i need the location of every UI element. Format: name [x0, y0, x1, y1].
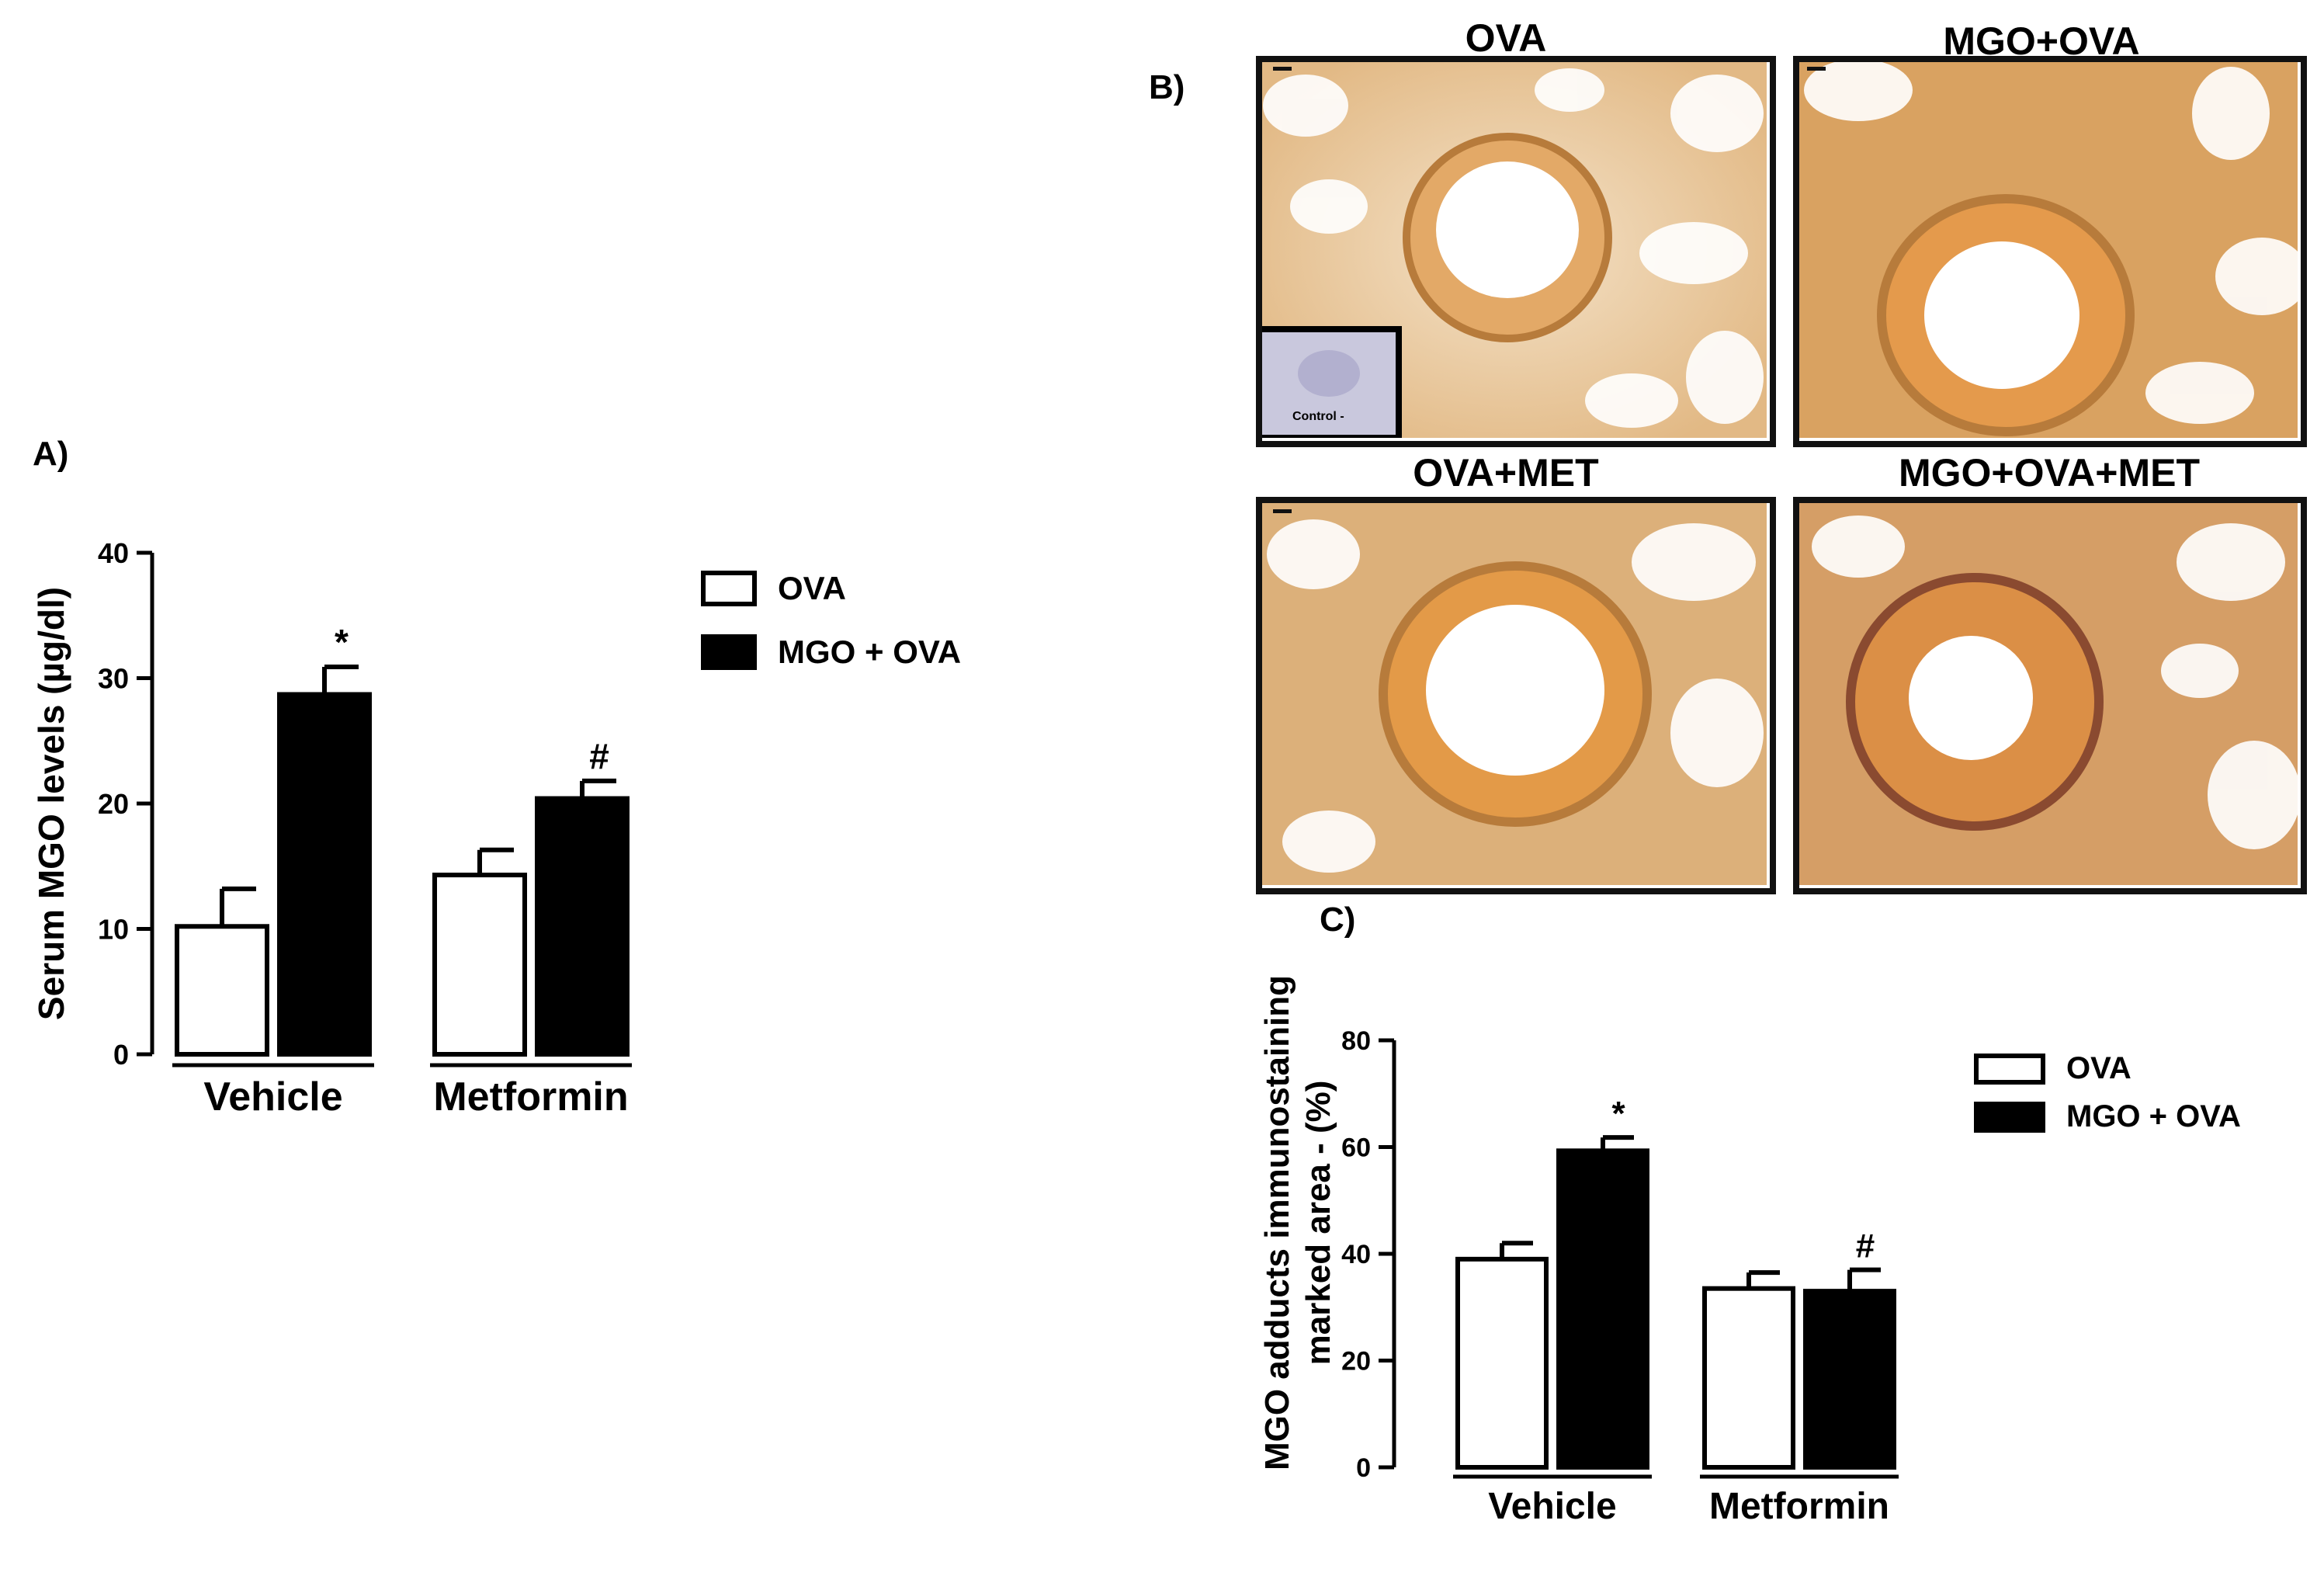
- legend-label: MGO + OVA: [778, 634, 961, 670]
- significance-mark: #: [589, 736, 609, 776]
- panel-label-c: C): [1320, 901, 1356, 939]
- y-tick-label: 0: [113, 1039, 129, 1071]
- micrograph-frame-ova-met: [1256, 497, 1776, 894]
- y-tick-label: 60: [1341, 1133, 1371, 1163]
- micrograph-title-mgo-ova: MGO+OVA: [1943, 19, 2140, 63]
- micrograph-title-ova: OVA: [1465, 16, 1547, 60]
- bar: [175, 924, 269, 1057]
- significance-mark: *: [335, 622, 349, 662]
- panel-label-b: B): [1149, 68, 1185, 106]
- category-label: Metformin: [433, 1074, 628, 1120]
- legend-swatch: [1974, 1102, 2045, 1133]
- bar: [1803, 1289, 1896, 1470]
- legend-swatch: [701, 571, 757, 606]
- y-axis-label: Serum MGO levels (µg/dl): [31, 587, 71, 1020]
- legend-label: OVA: [778, 570, 846, 606]
- chart-c: 0 20 40 60 80 MGO adducts immunostaining marke…: [1258, 975, 2241, 1527]
- chart-a: 0 10 20 30 40 Serum MGO levels (µg/dl) Vehicle…: [31, 537, 961, 1120]
- micrograph-title-mgo-ova-met: MGO+OVA+MET: [1898, 451, 2200, 495]
- micrograph-ova-met: [1259, 500, 1767, 885]
- y-tick-label: 40: [98, 537, 129, 569]
- y-tick-label: 20: [1341, 1347, 1371, 1376]
- legend-label: MGO + OVA: [2066, 1099, 2241, 1133]
- legend-label: OVA: [2066, 1051, 2131, 1085]
- y-tick-label: 20: [98, 788, 129, 820]
- y-tick-label: 10: [98, 913, 129, 945]
- micrograph-frame-ova: [1256, 56, 1776, 447]
- y-tick-label: 0: [1356, 1453, 1371, 1483]
- bar: [1455, 1256, 1549, 1470]
- significance-mark: *: [1611, 1095, 1625, 1133]
- legend-swatch: [1974, 1054, 2045, 1085]
- bar: [1556, 1148, 1649, 1470]
- legend-swatch: [701, 634, 757, 670]
- bar: [1702, 1286, 1795, 1470]
- micrograph-frame-mgo-ova: [1793, 56, 2307, 447]
- y-axis-label-line: MGO adducts immunostaining: [1258, 975, 1296, 1470]
- micrograph-frame-mgo-ova-met: [1793, 497, 2307, 894]
- y-axis-label-line: marked area - (%): [1299, 1081, 1337, 1366]
- significance-mark: #: [1856, 1227, 1875, 1265]
- y-tick-label: 30: [98, 662, 129, 694]
- bar: [535, 796, 630, 1057]
- category-label: Metformin: [1709, 1486, 1889, 1527]
- micrograph-inset-label: Control -: [1292, 410, 1344, 423]
- y-tick-label: 40: [1341, 1240, 1371, 1269]
- category-label: Vehicle: [203, 1074, 342, 1120]
- micrograph-mgo-ova: [1796, 59, 2298, 438]
- micrograph-ova: [1259, 59, 1767, 438]
- bar: [432, 873, 527, 1057]
- micrograph-mgo-ova-met: [1796, 500, 2298, 885]
- panel-label-a: A): [33, 435, 69, 473]
- bar: [277, 692, 372, 1057]
- micrograph-grid: OVA MGO+OVA OVA+MET MGO+OVA+MET Control …: [1242, 16, 2307, 894]
- micrograph-title-ova-met: OVA+MET: [1413, 451, 1599, 495]
- category-label: Vehicle: [1488, 1486, 1616, 1527]
- y-tick-label: 80: [1341, 1026, 1371, 1056]
